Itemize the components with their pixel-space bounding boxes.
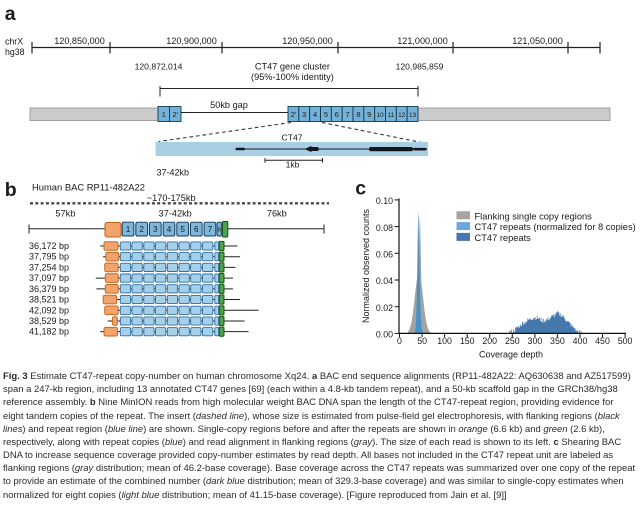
svg-text:450: 450 bbox=[595, 336, 610, 346]
svg-text:38,529 bp: 38,529 bp bbox=[29, 316, 69, 326]
svg-text:150: 150 bbox=[460, 336, 475, 346]
svg-text:(95%-100% identity): (95%-100% identity) bbox=[251, 72, 334, 82]
svg-text:Coverage depth: Coverage depth bbox=[479, 349, 543, 359]
svg-text:8: 8 bbox=[356, 110, 360, 119]
svg-text:0.10: 0.10 bbox=[376, 196, 393, 206]
svg-text:400: 400 bbox=[573, 336, 588, 346]
svg-text:2': 2' bbox=[291, 110, 297, 119]
svg-text:10: 10 bbox=[377, 112, 385, 119]
svg-text:121,000,000: 121,000,000 bbox=[397, 36, 448, 46]
svg-text:50kb gap: 50kb gap bbox=[210, 100, 248, 110]
svg-text:37,795 bp: 37,795 bp bbox=[29, 252, 69, 262]
svg-text:Flanking single copy regions: Flanking single copy regions bbox=[475, 211, 593, 221]
svg-text:9: 9 bbox=[367, 110, 371, 119]
svg-text:38,521 bp: 38,521 bp bbox=[29, 295, 69, 305]
svg-text:5: 5 bbox=[180, 225, 185, 234]
svg-text:1: 1 bbox=[126, 225, 131, 234]
svg-text:4: 4 bbox=[167, 225, 172, 234]
svg-text:7: 7 bbox=[208, 225, 213, 234]
svg-text:c: c bbox=[355, 178, 366, 200]
svg-text:Normalized observed counts: Normalized observed counts bbox=[361, 208, 371, 323]
svg-text:a: a bbox=[5, 3, 16, 25]
svg-text:0.04: 0.04 bbox=[376, 276, 393, 286]
svg-text:1kb: 1kb bbox=[286, 160, 300, 170]
svg-text:120,850,000: 120,850,000 bbox=[54, 36, 105, 46]
svg-text:36,172 bp: 36,172 bp bbox=[29, 241, 69, 251]
svg-text:120,985,859: 120,985,859 bbox=[396, 61, 444, 71]
svg-text:CT47 repeats (normalized for 8: CT47 repeats (normalized for 8 copies) bbox=[475, 222, 636, 232]
svg-text:3: 3 bbox=[302, 110, 306, 119]
svg-text:500: 500 bbox=[618, 336, 633, 346]
svg-text:37,097 bp: 37,097 bp bbox=[29, 273, 69, 283]
svg-text:0: 0 bbox=[397, 336, 402, 346]
svg-text:0.02: 0.02 bbox=[376, 303, 393, 313]
svg-text:13: 13 bbox=[409, 112, 417, 119]
svg-text:120,872,014: 120,872,014 bbox=[135, 61, 183, 71]
svg-text:2': 2' bbox=[172, 110, 178, 119]
svg-text:57kb: 57kb bbox=[55, 208, 75, 218]
svg-text:7: 7 bbox=[346, 110, 350, 119]
svg-text:CT47 repeats: CT47 repeats bbox=[475, 233, 532, 243]
svg-text:1: 1 bbox=[162, 110, 166, 119]
svg-text:3: 3 bbox=[153, 225, 158, 234]
svg-text:37-42kb: 37-42kb bbox=[159, 208, 192, 218]
svg-text:0.08: 0.08 bbox=[376, 223, 393, 233]
svg-text:6: 6 bbox=[194, 225, 199, 234]
svg-text:12: 12 bbox=[398, 112, 406, 119]
svg-text:76kb: 76kb bbox=[267, 208, 287, 218]
svg-text:36,379 bp: 36,379 bp bbox=[29, 284, 69, 294]
svg-text:250: 250 bbox=[505, 336, 520, 346]
svg-text:120,900,000: 120,900,000 bbox=[166, 36, 217, 46]
svg-text:6: 6 bbox=[335, 110, 339, 119]
svg-text:~170-175kb: ~170-175kb bbox=[147, 193, 196, 203]
svg-text:chrX: chrX bbox=[5, 36, 23, 46]
svg-text:CT47: CT47 bbox=[281, 133, 302, 143]
svg-text:120,950,000: 120,950,000 bbox=[282, 36, 333, 46]
svg-text:CT47 gene cluster: CT47 gene cluster bbox=[255, 61, 330, 71]
svg-text:200: 200 bbox=[482, 336, 497, 346]
svg-text:5: 5 bbox=[324, 110, 328, 119]
svg-text:100: 100 bbox=[437, 336, 452, 346]
svg-text:42,092 bp: 42,092 bp bbox=[29, 305, 69, 315]
svg-text:37-42kb: 37-42kb bbox=[157, 168, 190, 178]
svg-text:0.00: 0.00 bbox=[376, 330, 393, 340]
svg-text:41,182 bp: 41,182 bp bbox=[29, 327, 69, 337]
svg-text:37,254 bp: 37,254 bp bbox=[29, 262, 69, 272]
svg-text:350: 350 bbox=[550, 336, 565, 346]
svg-text:11: 11 bbox=[388, 112, 395, 119]
svg-text:4: 4 bbox=[313, 110, 317, 119]
svg-text:Human BAC RP11-482A22: Human BAC RP11-482A22 bbox=[32, 181, 145, 192]
svg-text:2: 2 bbox=[139, 225, 144, 234]
svg-text:50: 50 bbox=[417, 336, 427, 346]
svg-text:hg38: hg38 bbox=[5, 47, 25, 57]
svg-text:b: b bbox=[5, 179, 17, 201]
svg-text:0.06: 0.06 bbox=[376, 250, 393, 260]
svg-text:121,050,000: 121,050,000 bbox=[512, 36, 563, 46]
svg-text:300: 300 bbox=[528, 336, 543, 346]
svg-text:8: 8 bbox=[218, 228, 221, 234]
